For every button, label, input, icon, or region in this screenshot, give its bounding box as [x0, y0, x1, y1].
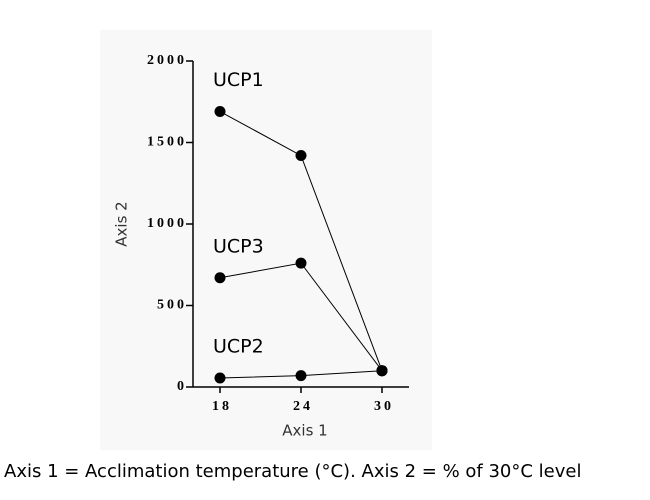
series-label: UCP1	[213, 69, 264, 91]
data-point	[214, 372, 226, 384]
y-axis-title: Axis 2	[113, 201, 131, 246]
y-tick-label: 0	[177, 379, 187, 394]
x-tick-label: 30	[374, 399, 394, 414]
series-label: UCP2	[213, 336, 264, 358]
chart-panel	[100, 30, 432, 450]
caption: Axis 1 = Acclimation temperature (°C). A…	[4, 461, 581, 482]
y-tick-label: 500	[157, 298, 187, 313]
y-tick-label: 1000	[147, 216, 187, 231]
data-point	[295, 257, 307, 269]
data-point	[376, 365, 388, 377]
x-axis-title: Axis 1	[282, 422, 327, 440]
data-point	[214, 272, 226, 284]
series-label: UCP3	[213, 235, 264, 257]
y-tick-label: 2000	[147, 53, 187, 68]
data-point	[214, 106, 226, 118]
data-point	[295, 150, 307, 162]
y-tick-label: 1500	[147, 135, 187, 150]
data-point	[295, 370, 307, 382]
x-tick-label: 24	[293, 399, 313, 414]
x-tick-label: 18	[212, 399, 232, 414]
